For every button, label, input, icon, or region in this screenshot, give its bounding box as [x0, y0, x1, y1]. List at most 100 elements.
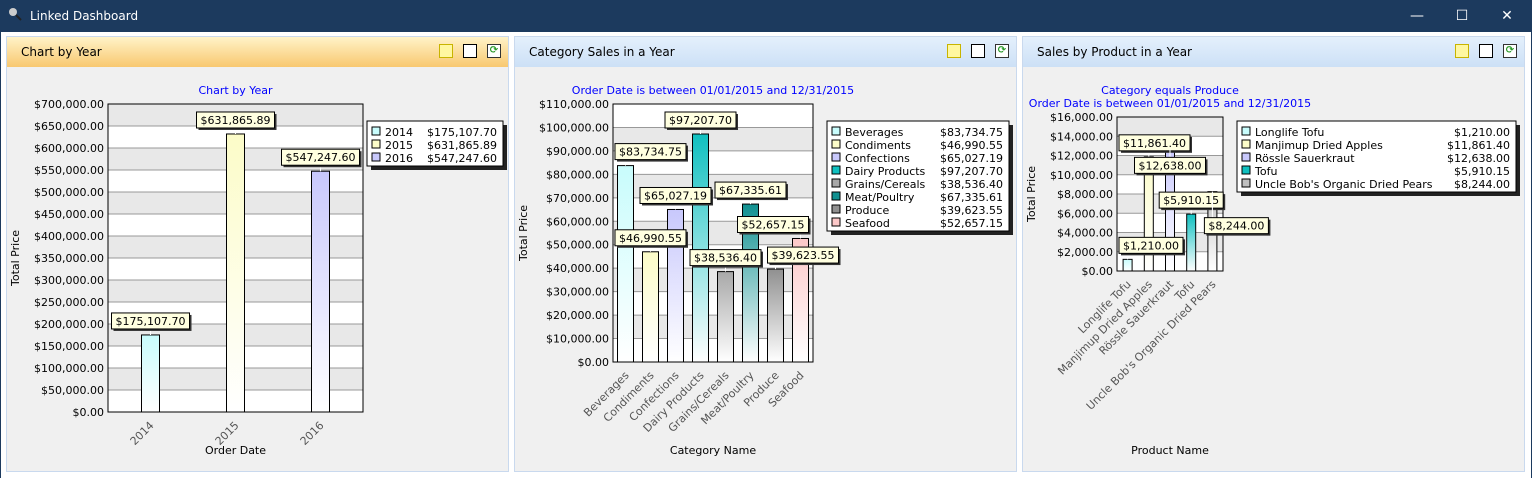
panel-title: Chart by Year	[21, 45, 102, 59]
data-label: $11,861.40	[1123, 137, 1186, 150]
data-label: $12,638.00	[1139, 159, 1202, 172]
legend-swatch	[831, 126, 841, 136]
legend-swatch	[1241, 139, 1251, 149]
data-label-box	[1118, 134, 1191, 152]
note-icon[interactable]	[439, 44, 453, 58]
y-tick-label: $50,000.00	[546, 239, 609, 252]
legend-value: $631,865.89	[427, 139, 497, 152]
bar[interactable]	[617, 165, 634, 363]
data-label-box	[614, 229, 687, 247]
window-icon[interactable]	[971, 44, 985, 58]
maximize-button[interactable]: ☐	[1455, 8, 1469, 24]
data-label: $38,536.40	[694, 252, 757, 265]
legend-name: Uncle Bob's Organic Dried Pears	[1255, 178, 1433, 191]
legend-value: $52,657.15	[940, 217, 1003, 230]
legend-value: $8,244.00	[1454, 178, 1510, 191]
note-icon[interactable]	[947, 44, 961, 58]
window-icon[interactable]	[1479, 44, 1493, 58]
refresh-icon[interactable]: ⟳	[487, 44, 501, 58]
legend-value: $547,247.60	[427, 152, 497, 165]
legend-value: $65,027.19	[940, 152, 1003, 165]
x-tick-label: 2014	[128, 419, 157, 448]
minimize-button[interactable]: —	[1410, 8, 1424, 24]
data-label-group: $52,657.15	[737, 215, 811, 239]
panel-title: Category Sales in a Year	[529, 45, 675, 59]
data-label-group: $631,865.89	[196, 111, 277, 134]
legend-value: $67,335.61	[940, 191, 1003, 204]
bar[interactable]	[1122, 258, 1133, 272]
data-label-group: $12,638.00	[1134, 149, 1208, 176]
bar[interactable]	[1186, 213, 1197, 272]
data-label-box	[281, 148, 360, 166]
bar[interactable]	[141, 334, 160, 413]
grid-band	[613, 315, 813, 339]
legend-swatch	[831, 217, 841, 227]
legend-value: $1,210.00	[1454, 126, 1510, 139]
y-tick-label: $450,000.00	[34, 208, 104, 221]
data-label-group: $38,536.40	[689, 249, 763, 272]
bar[interactable]	[226, 133, 245, 413]
bar[interactable]	[767, 268, 784, 363]
note-icon[interactable]	[1455, 44, 1469, 58]
chart-title: Order Date is between 01/01/2015 and 12/…	[1029, 97, 1311, 110]
data-label: $8,244.00	[1208, 220, 1264, 233]
data-label-box	[614, 143, 687, 161]
bar[interactable]	[692, 133, 709, 363]
bar[interactable]	[717, 271, 734, 363]
chart: Chart by Year $0.00 $50,000.00 $100,000.00 $…	[9, 84, 507, 457]
data-label-box	[737, 215, 809, 233]
data-label-group: $83,734.75	[614, 143, 688, 166]
panel-title: Sales by Product in a Year	[1037, 45, 1192, 59]
legend-swatch	[831, 139, 841, 149]
legend-name: Beverages	[845, 126, 904, 139]
y-tick-label: $100,000.00	[539, 121, 609, 134]
data-label-group: $175,107.70	[111, 312, 192, 335]
data-label-box	[639, 186, 712, 204]
refresh-icon[interactable]: ⟳	[1503, 44, 1517, 58]
y-tick-label: $0.00	[1082, 265, 1114, 278]
data-label-box	[111, 312, 190, 330]
legend-value: $12,638.00	[1447, 152, 1510, 165]
data-label-group: $1,210.00	[1118, 236, 1185, 260]
legend-name: Meat/Poultry	[845, 191, 915, 204]
legend-swatch	[1241, 178, 1251, 188]
legend-name: Rössle Sauerkraut	[1255, 152, 1355, 165]
legend-swatch	[371, 139, 381, 149]
y-tick-label: $8,000.00	[1057, 188, 1113, 201]
y-axis-label: Total Price	[9, 230, 22, 287]
panel-header: Category Sales in a Year ⟳	[515, 37, 1016, 67]
legend-swatch	[1241, 165, 1251, 175]
data-label: $52,657.15	[742, 218, 805, 231]
chart: Order Date is between 01/01/2015 and 12/…	[517, 84, 1013, 457]
y-tick-label: $650,000.00	[34, 120, 104, 133]
window-icon[interactable]	[463, 44, 477, 58]
bar[interactable]	[311, 170, 330, 413]
close-button[interactable]: ✕	[1501, 8, 1513, 24]
legend-name: Longlife Tofu	[1255, 126, 1324, 139]
refresh-icon[interactable]: ⟳	[995, 44, 1009, 58]
y-tick-label: $90,000.00	[546, 145, 609, 158]
data-label-box	[196, 111, 275, 129]
data-label: $65,027.19	[644, 189, 707, 202]
y-tick-label: $350,000.00	[34, 252, 104, 265]
data-label-box	[664, 111, 737, 129]
data-label-group: $11,861.40	[1118, 134, 1192, 157]
bar[interactable]	[642, 251, 659, 363]
y-axis-label: Total Price	[517, 205, 530, 262]
y-tick-label: $80,000.00	[546, 168, 609, 181]
y-tick-label: $40,000.00	[546, 262, 609, 275]
data-label-group: $97,207.70	[664, 111, 738, 135]
legend-swatch	[831, 191, 841, 201]
legend-name: Dairy Products	[845, 165, 926, 178]
legend-value: $46,990.55	[940, 139, 1003, 152]
y-tick-label: $14,000.00	[1050, 130, 1113, 143]
data-label: $1,210.00	[1123, 239, 1179, 252]
legend-name: Manjimup Dried Apples	[1255, 139, 1383, 152]
y-tick-label: $6,000.00	[1057, 207, 1113, 220]
y-tick-label: $10,000.00	[546, 333, 609, 346]
y-tick-label: $700,000.00	[34, 98, 104, 111]
data-label: $5,910.15	[1163, 194, 1219, 207]
legend: Longlife Tofu $1,210.00 Manjimup Dried App…	[1236, 120, 1520, 196]
y-tick-label: $30,000.00	[546, 286, 609, 299]
